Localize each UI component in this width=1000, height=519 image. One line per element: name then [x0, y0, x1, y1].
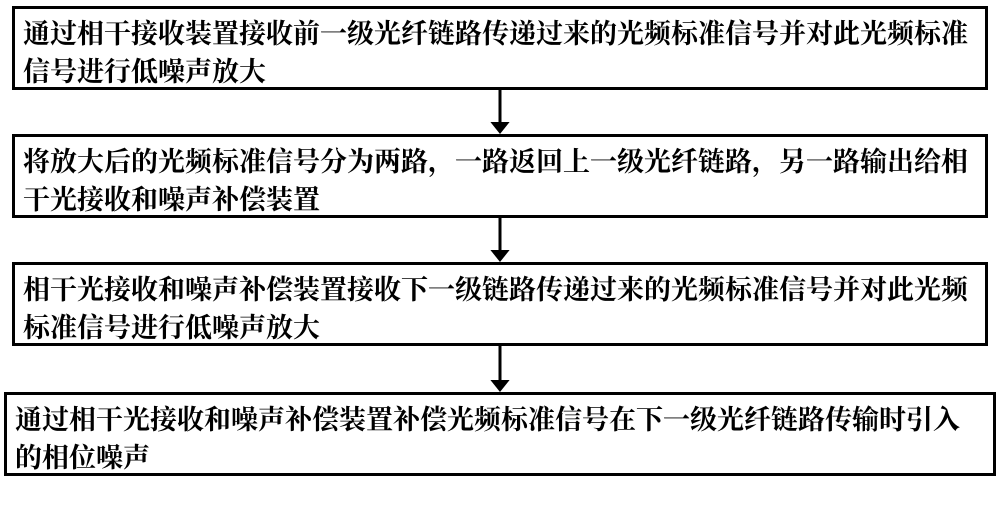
flow-arrow-3 — [486, 346, 514, 392]
flowchart-canvas: 通过相干接收装置接收前一级光纤链路传递过来的光频标准信号并对此光频标准信号进行低… — [0, 0, 1000, 519]
flow-node-3: 相干光接收和噪声补偿装置接收下一级链路传递过来的光频标准信号并对此光频标准信号进… — [12, 262, 988, 346]
flow-node-4: 通过相干光接收和噪声补偿装置补偿光频标准信号在下一级光纤链路传输时引入的相位噪声 — [4, 392, 996, 476]
flow-node-2: 将放大后的光频标准信号分为两路，一路返回上一级光纤链路，另一路输出给相干光接收和… — [12, 134, 988, 218]
flow-arrow-1 — [486, 90, 514, 134]
flow-node-text: 通过相干光接收和噪声补偿装置补偿光频标准信号在下一级光纤链路传输时引入的相位噪声 — [15, 398, 960, 475]
flow-arrow-2 — [486, 218, 514, 262]
flow-node-1: 通过相干接收装置接收前一级光纤链路传递过来的光频标准信号并对此光频标准信号进行低… — [12, 6, 988, 90]
flow-node-text: 通过相干接收装置接收前一级光纤链路传递过来的光频标准信号并对此光频标准信号进行低… — [23, 12, 968, 89]
flow-node-text: 相干光接收和噪声补偿装置接收下一级链路传递过来的光频标准信号并对此光频标准信号进… — [23, 268, 968, 345]
flow-node-text: 将放大后的光频标准信号分为两路，一路返回上一级光纤链路，另一路输出给相干光接收和… — [23, 140, 968, 217]
